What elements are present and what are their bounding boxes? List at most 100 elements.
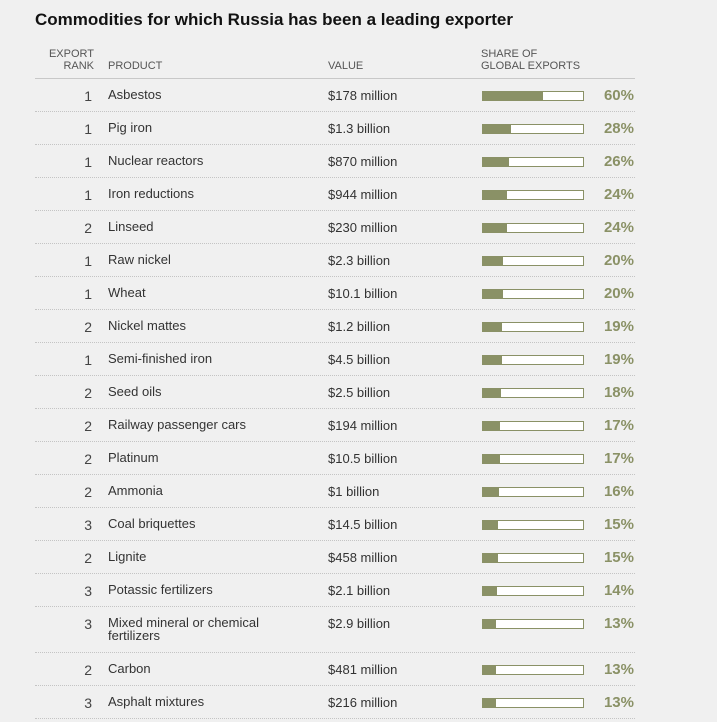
share-percent: 17%	[603, 417, 634, 434]
share-bar	[482, 586, 584, 596]
share-bar-fill	[483, 323, 502, 331]
header-share: SHARE OF GLOBAL EXPORTS	[481, 48, 580, 72]
share-bar-fill	[483, 488, 499, 496]
share-bar	[482, 355, 584, 365]
share-bar	[482, 256, 584, 266]
export-value: $870 million	[328, 154, 398, 169]
export-value: $458 million	[328, 550, 398, 565]
export-rank: 2	[84, 662, 92, 678]
export-value: $2.9 billion	[328, 616, 391, 631]
product-name: Platinum	[108, 450, 159, 465]
product-name: Semi-finished iron	[108, 351, 213, 366]
header-rank-line2: RANK	[63, 60, 94, 72]
export-value: $2.1 billion	[328, 583, 391, 598]
export-value: $10.1 billion	[328, 286, 398, 301]
export-rank: 1	[84, 88, 92, 104]
product-name: Mixed mineral or chemical fertilizers	[108, 615, 259, 643]
table-row: 1 Iron reductions $944 million 24%	[35, 178, 635, 211]
chart-title: Commodities for which Russia has been a …	[35, 10, 514, 29]
share-percent: 17%	[603, 450, 634, 467]
commodity-table: 1 Asbestos $178 million 60% 1 Pig iron $1.3 bi…	[35, 79, 635, 719]
share-percent: 13%	[603, 615, 634, 632]
product-name: Asphalt mixtures	[108, 694, 205, 709]
table-row: 1 Asbestos $178 million 60%	[35, 79, 635, 112]
table-row: 1 Nuclear reactors $870 million 26%	[35, 145, 635, 178]
export-value: $1.3 billion	[328, 121, 391, 136]
share-bar-fill	[483, 620, 496, 628]
export-rank: 2	[84, 418, 92, 434]
share-bar	[482, 553, 584, 563]
share-bar	[482, 388, 584, 398]
export-rank: 1	[84, 352, 92, 368]
export-rank: 1	[84, 253, 92, 269]
share-bar-fill	[483, 422, 500, 430]
product-name: Ammonia	[108, 483, 163, 498]
share-percent: 28%	[603, 120, 634, 137]
table-row: 1 Raw nickel $2.3 billion 20%	[35, 244, 635, 277]
product-name: Seed oils	[108, 384, 162, 399]
export-rank: 1	[84, 154, 92, 170]
header-export-rank: EXPORT RANK	[40, 48, 94, 72]
share-bar-fill	[483, 290, 503, 298]
product-name: Potassic fertilizers	[108, 582, 213, 597]
table-row: 2 Seed oils $2.5 billion 18%	[35, 376, 635, 409]
export-rank: 2	[84, 385, 92, 401]
table-row: 3 Coal briquettes $14.5 billion 15%	[35, 508, 635, 541]
share-percent: 26%	[603, 153, 634, 170]
export-value: $481 million	[328, 662, 398, 677]
product-name: Coal briquettes	[108, 516, 196, 531]
table-row: 3 Mixed mineral or chemical fertilizers $2…	[35, 607, 635, 653]
header-share-line1: SHARE OF	[481, 48, 538, 60]
share-percent: 19%	[603, 318, 634, 335]
export-value: $1 billion	[328, 484, 380, 499]
export-rank: 3	[84, 616, 92, 632]
export-value: $10.5 billion	[328, 451, 398, 466]
header-product: PRODUCT	[108, 60, 163, 72]
share-percent: 15%	[603, 516, 634, 533]
header-rank-line1: EXPORT	[48, 48, 94, 60]
share-bar-fill	[483, 224, 507, 232]
table-row: 1 Wheat $10.1 billion 20%	[35, 277, 635, 310]
share-bar-fill	[483, 92, 543, 100]
product-name: Carbon	[108, 661, 151, 676]
export-value: $944 million	[328, 187, 398, 202]
product-name: Railway passenger cars	[108, 417, 247, 432]
share-bar-fill	[483, 455, 500, 463]
share-bar	[482, 454, 584, 464]
export-rank: 2	[84, 451, 92, 467]
header-share-line2: GLOBAL EXPORTS	[481, 60, 581, 72]
product-name: Iron reductions	[108, 186, 194, 201]
table-row: 2 Platinum $10.5 billion 17%	[35, 442, 635, 475]
share-bar	[482, 91, 584, 101]
table-row: 3 Asphalt mixtures $216 million 13%	[35, 686, 635, 719]
export-value: $2.3 billion	[328, 253, 391, 268]
share-bar	[482, 520, 584, 530]
share-percent: 18%	[603, 384, 634, 401]
product-name: Nuclear reactors	[108, 153, 204, 168]
table-row: 2 Ammonia $1 billion 16%	[35, 475, 635, 508]
share-percent: 60%	[603, 87, 634, 104]
table-row: 3 Potassic fertilizers $2.1 billion 14%	[35, 574, 635, 607]
share-bar	[482, 619, 584, 629]
share-percent: 20%	[603, 285, 634, 302]
export-rank: 2	[84, 550, 92, 566]
export-value: $194 million	[328, 418, 398, 433]
share-bar	[482, 698, 584, 708]
share-percent: 14%	[603, 582, 634, 599]
product-name: Linseed	[108, 219, 154, 234]
share-bar-fill	[483, 666, 496, 674]
share-percent: 15%	[603, 549, 634, 566]
export-rank: 2	[84, 220, 92, 236]
table-row: 2 Nickel mattes $1.2 billion 19%	[35, 310, 635, 343]
share-percent: 24%	[603, 219, 634, 236]
share-bar-fill	[483, 158, 509, 166]
export-value: $4.5 billion	[328, 352, 391, 367]
share-bar	[482, 487, 584, 497]
share-bar-fill	[483, 587, 497, 595]
export-rank: 3	[84, 695, 92, 711]
share-bar-fill	[483, 356, 502, 364]
export-value: $14.5 billion	[328, 517, 398, 532]
share-bar	[482, 124, 584, 134]
table-row: 1 Pig iron $1.3 billion 28%	[35, 112, 635, 145]
header-value: VALUE	[328, 60, 364, 72]
